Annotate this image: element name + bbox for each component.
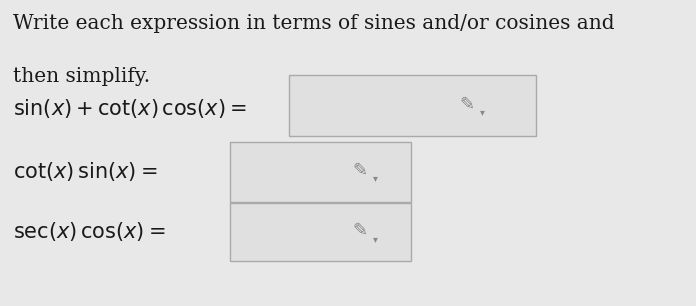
Text: $\mathrm{sin}(x) + \mathrm{cot}(x)\,\mathrm{cos}(x) =$: $\mathrm{sin}(x) + \mathrm{cot}(x)\,\mat…	[13, 97, 246, 120]
Text: Write each expression in terms of sines and/or cosines and: Write each expression in terms of sines …	[13, 14, 614, 33]
Text: ✎: ✎	[352, 222, 367, 240]
Text: ✎: ✎	[459, 95, 474, 113]
Bar	[230, 142, 411, 202]
Text: $\mathrm{cot}(x)\,\mathrm{sin}(x) =$: $\mathrm{cot}(x)\,\mathrm{sin}(x) =$	[13, 160, 157, 183]
Bar	[289, 75, 536, 136]
Text: ▾: ▾	[373, 174, 378, 184]
Text: $\mathrm{sec}(x)\,\mathrm{cos}(x) =$: $\mathrm{sec}(x)\,\mathrm{cos}(x) =$	[13, 220, 165, 244]
Text: ▾: ▾	[480, 107, 484, 117]
Bar	[230, 203, 411, 261]
Text: ▾: ▾	[373, 234, 378, 244]
Text: then simplify.: then simplify.	[13, 67, 150, 86]
Text: ✎: ✎	[352, 162, 367, 180]
